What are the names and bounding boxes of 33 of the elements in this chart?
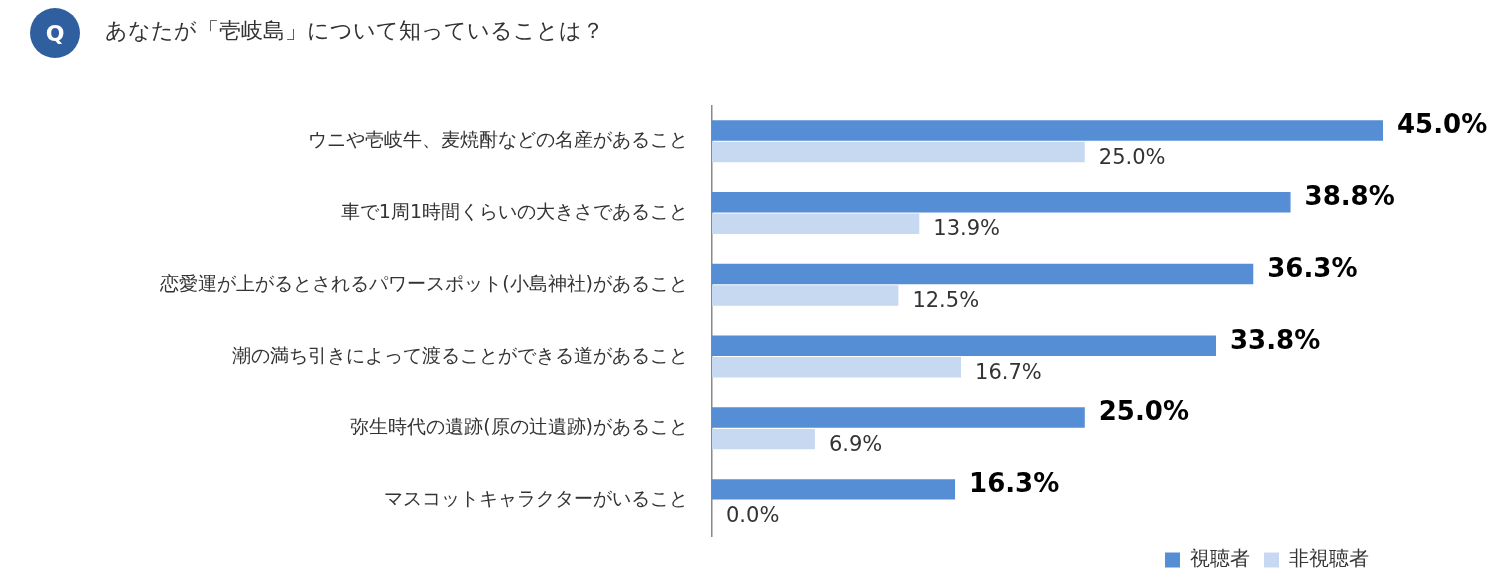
data-label: 25.0%: [1098, 144, 1166, 169]
data-label: 25.0%: [1098, 396, 1189, 427]
bar: [712, 428, 815, 450]
bar: [712, 479, 956, 500]
bar: [712, 192, 1291, 213]
y-tick-label: マスコットキャラクターがいること: [384, 487, 688, 510]
bar: [712, 285, 899, 306]
bar: [712, 120, 1383, 141]
data-label: 33.8%: [1230, 324, 1321, 355]
data-label: 36.3%: [1267, 252, 1358, 283]
data-label: 0.0%: [726, 503, 780, 528]
y-tick-label: 潮の満ち引きによって渡ることができる道があること: [232, 343, 688, 366]
bar: [712, 141, 1085, 163]
bar: [712, 213, 920, 235]
y-tick-label: 弥生時代の遺跡(原の辻遺跡)があること: [350, 415, 688, 438]
y-tick-label: 恋愛運が上がるとされるパワースポット(小島神社)があること: [159, 271, 688, 294]
data-label: 13.9%: [933, 216, 1000, 241]
data-label: 12.5%: [912, 288, 980, 313]
data-label: 45.0%: [1397, 109, 1488, 140]
data-label: 38.8%: [1304, 181, 1395, 212]
data-label: 16.3%: [969, 468, 1060, 499]
y-tick-label: ウニや壱岐牛、麦焼酎などの名産があること: [308, 128, 688, 151]
bar: [712, 335, 1216, 357]
text: あなたが「壱岐島」について知っていることは？: [105, 17, 604, 45]
legend-label: 視聴者: [1190, 546, 1250, 571]
data-label: 6.9%: [828, 431, 883, 456]
y-tick-label: 車で1周1時間くらいの大きさであること: [340, 199, 688, 222]
bar: [712, 263, 1254, 285]
bar: [712, 357, 962, 378]
legend-label: 非視聴者: [1289, 546, 1369, 571]
data-label: 16.7%: [975, 359, 1042, 384]
bar: [712, 407, 1085, 428]
question-badge-icon: Q: [30, 8, 80, 58]
